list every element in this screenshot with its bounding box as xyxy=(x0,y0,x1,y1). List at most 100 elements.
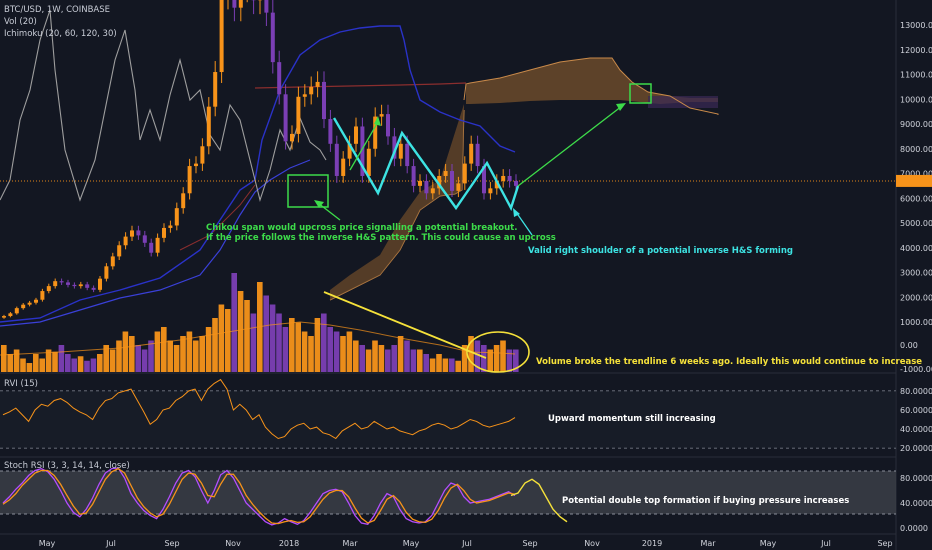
candle-body xyxy=(462,163,467,184)
price-tick-label: 11000.00 xyxy=(900,71,932,80)
volume-bar xyxy=(244,300,250,372)
candle-body xyxy=(53,281,58,287)
rvi-tick-label: 80.0000 xyxy=(900,387,932,396)
time-tick-label: Sep xyxy=(164,539,179,548)
stoch-tick-label: 80.0000 xyxy=(900,474,932,483)
rvi-line xyxy=(2,378,516,440)
volume-bar xyxy=(167,340,173,372)
volume-bar xyxy=(52,351,58,372)
price-tick-label: 6000.00 xyxy=(900,194,932,203)
inverse-hs-pattern xyxy=(332,117,520,212)
volume-bar xyxy=(148,340,154,372)
volume-bar xyxy=(225,309,231,372)
ichimoku-cloud-future xyxy=(466,58,718,104)
time-tick-label: May xyxy=(39,539,56,548)
breakout-arrowhead-right xyxy=(616,103,626,111)
candle-body xyxy=(328,119,333,144)
volume-bar xyxy=(461,345,468,372)
candle-body xyxy=(14,308,19,314)
candle-body xyxy=(98,278,102,290)
volume-bar xyxy=(276,313,282,372)
volume-bar xyxy=(423,354,429,372)
ichimoku-cloud-current xyxy=(330,104,464,300)
candle-body xyxy=(482,166,486,194)
stoch-tick-label: 40.0000 xyxy=(900,499,932,508)
stoch-axis: 80.0000 40.0000 0.0000 xyxy=(900,474,932,533)
volume-bar xyxy=(474,340,481,372)
volume-ma-line xyxy=(0,321,516,356)
price-candles xyxy=(2,0,518,319)
volume-bar xyxy=(289,318,295,372)
volume-bar xyxy=(90,358,97,372)
candle-body xyxy=(283,94,288,142)
volume-bar xyxy=(321,313,327,372)
stoch-annotation: Potential double top formation if buying… xyxy=(562,496,849,506)
volume-bar xyxy=(391,345,397,372)
time-tick-label: Jul xyxy=(105,539,116,548)
candle-body xyxy=(334,143,339,176)
breakout-arrow-left xyxy=(349,121,379,171)
volume-bar xyxy=(58,345,65,372)
volume-tick-label: -1000.00 xyxy=(900,365,932,374)
volume-bar xyxy=(455,360,461,372)
candle-body xyxy=(424,180,429,194)
time-tick-label: 2019 xyxy=(642,539,662,548)
volume-bar xyxy=(122,331,129,372)
volume-bar xyxy=(65,354,71,372)
volume-bar xyxy=(340,336,346,372)
volume-bar xyxy=(404,340,410,372)
candle-body xyxy=(200,146,205,164)
candle-body xyxy=(475,143,480,167)
candle-body xyxy=(398,143,403,159)
chikou-annotation-line1: Chikou span would upcross price signalli… xyxy=(206,223,517,233)
candle-body xyxy=(411,166,416,186)
price-tick-label: 12000.00 xyxy=(900,46,932,55)
volume-bar xyxy=(7,354,13,372)
shoulder-pointer-arrowhead xyxy=(513,208,520,217)
candle-body xyxy=(277,62,282,95)
volume-bar xyxy=(346,331,353,372)
time-tick-label: 2018 xyxy=(279,539,299,548)
volume-bar xyxy=(193,340,199,372)
volume-bar xyxy=(449,358,455,372)
volume-bar xyxy=(410,349,417,372)
volume-bar xyxy=(263,295,269,372)
candle-body xyxy=(507,175,512,181)
volume-bar xyxy=(77,356,84,372)
volume-bar xyxy=(308,336,314,372)
time-tick-label: Mar xyxy=(700,539,716,548)
candle-body xyxy=(405,143,410,167)
ichimoku-label: Ichimoku (20, 60, 120, 30) xyxy=(4,29,117,39)
volume-bar xyxy=(97,354,103,372)
price-tick-label: 5000.00 xyxy=(900,219,932,228)
candle-body xyxy=(232,0,237,8)
candle-body xyxy=(469,143,474,164)
candle-body xyxy=(379,114,384,117)
volume-bar xyxy=(314,318,321,372)
volume-bar xyxy=(84,360,90,372)
time-tick-label: May xyxy=(403,539,420,548)
candle-body xyxy=(347,143,352,159)
candle-body xyxy=(27,302,32,305)
volume-bar xyxy=(20,358,26,372)
candle-body xyxy=(78,284,83,287)
candle-body xyxy=(360,126,365,176)
time-tick-label: Mar xyxy=(342,539,358,548)
volume-bar xyxy=(269,304,276,372)
candle-body xyxy=(315,81,320,87)
candle-body xyxy=(514,180,518,186)
stoch-k-line xyxy=(2,467,516,526)
senkou-span-a xyxy=(463,57,719,115)
candle-body xyxy=(392,136,397,159)
volume-axis: 0.00 -1000.00 xyxy=(900,341,932,374)
price-tick-label: 2000.00 xyxy=(900,293,932,302)
rvi-annotation: Upward momentum still increasing xyxy=(548,414,716,424)
candle-body xyxy=(354,126,358,144)
candle-body xyxy=(450,171,454,191)
volume-bar xyxy=(33,354,39,372)
volume-indicator-label: Vol (20) xyxy=(4,17,37,27)
candle-body xyxy=(296,96,301,134)
volume-bar xyxy=(250,313,257,372)
